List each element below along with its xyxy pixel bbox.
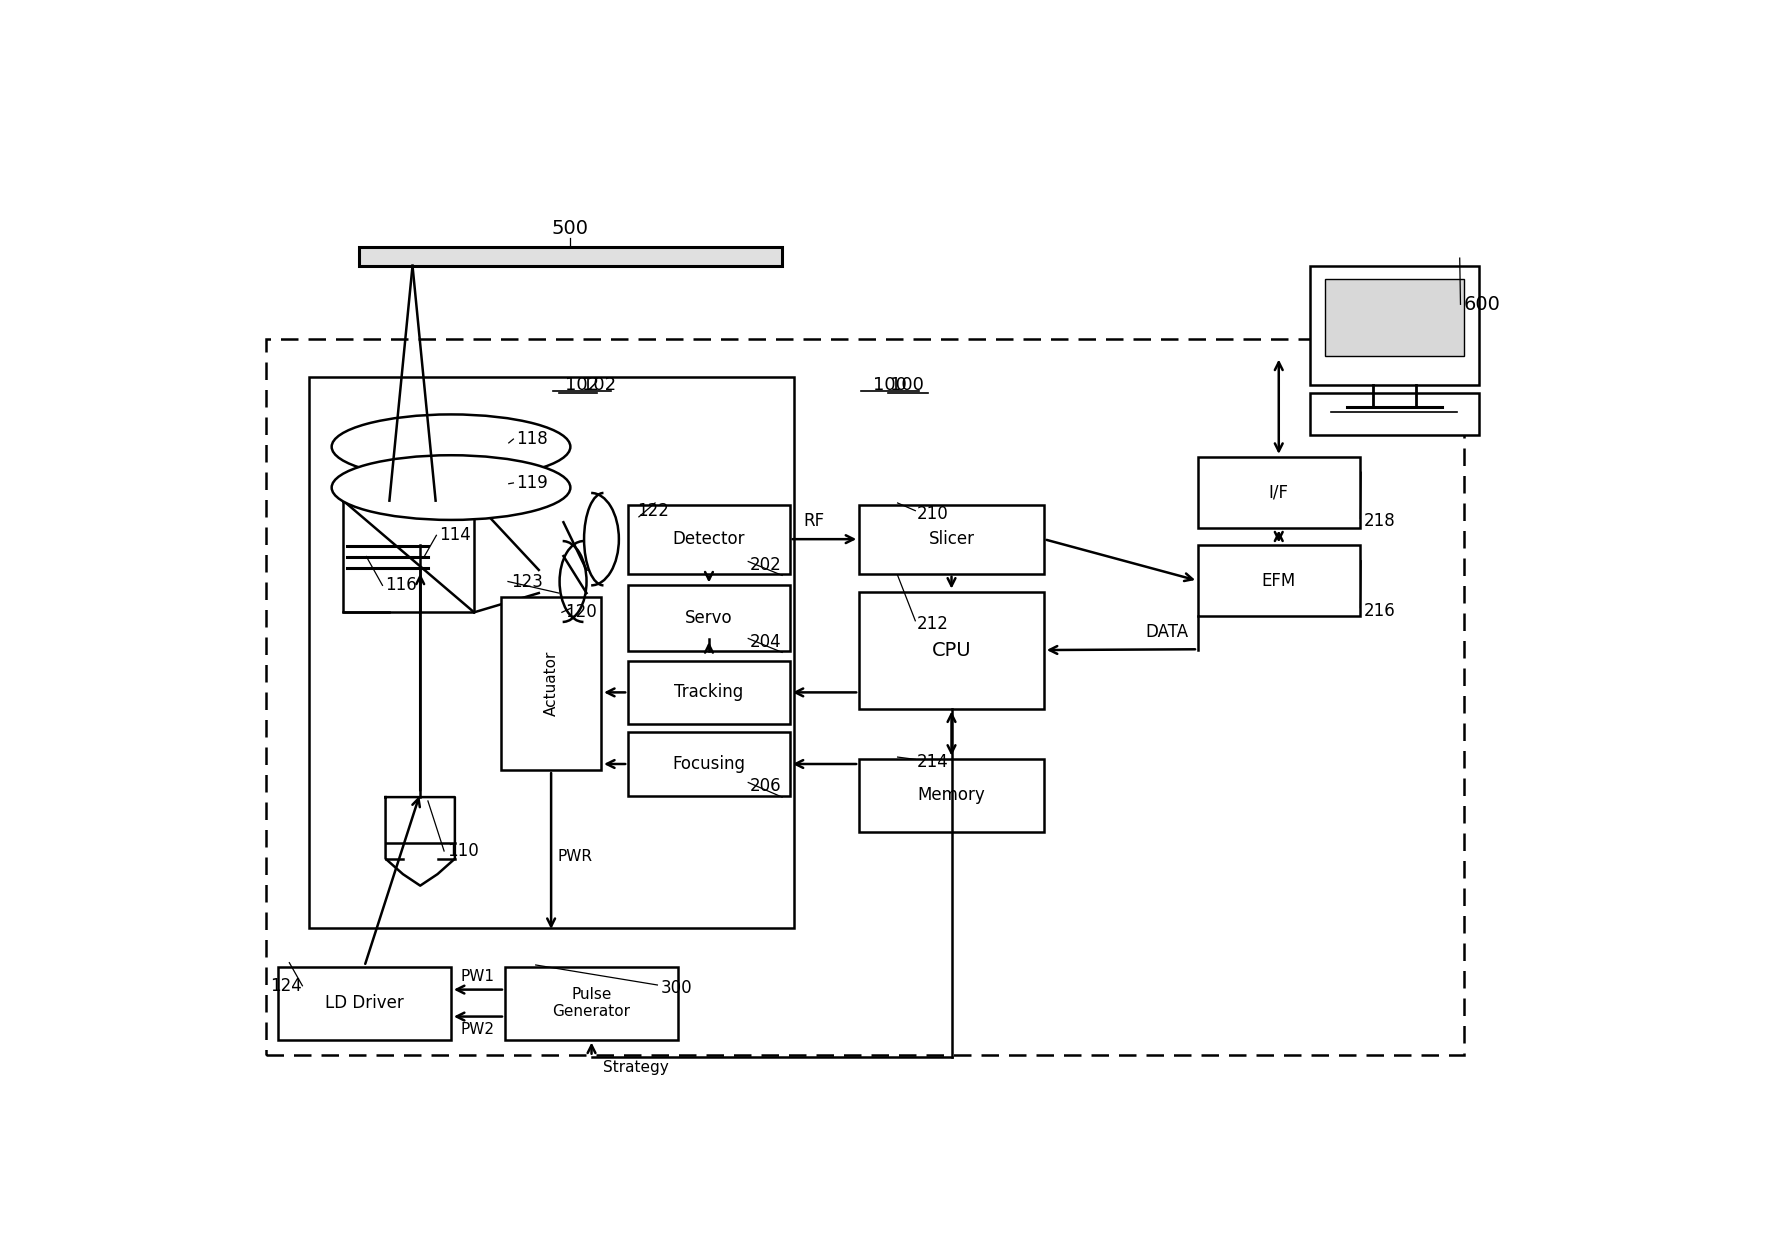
Text: 500: 500	[552, 219, 589, 238]
Text: Tracking: Tracking	[675, 684, 743, 701]
Bar	[309, 378, 793, 928]
Text: Slicer: Slicer	[929, 530, 975, 548]
Text: 100: 100	[873, 376, 907, 394]
Text: 114: 114	[439, 526, 472, 544]
Text: CPU: CPU	[932, 641, 972, 660]
Bar	[1325, 279, 1463, 356]
Text: 218: 218	[1363, 512, 1395, 530]
Bar	[1309, 266, 1479, 385]
Text: I/F: I/F	[1268, 483, 1289, 501]
Text: 120: 120	[564, 603, 597, 621]
Text: 119: 119	[516, 473, 548, 492]
Text: Memory: Memory	[918, 786, 986, 805]
Text: 118: 118	[516, 431, 548, 448]
Ellipse shape	[332, 414, 570, 480]
Text: 210: 210	[916, 505, 948, 522]
Ellipse shape	[332, 456, 570, 520]
Text: 216: 216	[1363, 602, 1395, 619]
Text: 206: 206	[750, 777, 782, 794]
Bar	[1198, 457, 1359, 528]
Bar	[266, 339, 1463, 1055]
Text: 202: 202	[750, 555, 782, 574]
Bar	[629, 505, 789, 574]
Text: DATA: DATA	[1145, 623, 1189, 641]
Text: PW2: PW2	[461, 1022, 495, 1037]
Bar	[629, 733, 789, 796]
Bar	[1309, 393, 1479, 436]
Text: Detector: Detector	[673, 530, 745, 548]
Text: 300: 300	[661, 980, 693, 997]
Bar	[359, 247, 782, 266]
Text: Focusing: Focusing	[673, 755, 745, 773]
Text: EFM: EFM	[1261, 572, 1297, 589]
Text: 214: 214	[916, 753, 948, 772]
Bar	[859, 759, 1043, 832]
Text: 204: 204	[750, 632, 782, 651]
Bar	[859, 592, 1043, 709]
Text: RF: RF	[804, 512, 825, 530]
Bar	[505, 967, 679, 1040]
Text: 100: 100	[889, 376, 923, 394]
Text: 600: 600	[1463, 295, 1500, 313]
Text: 124: 124	[270, 977, 302, 995]
Text: Actuator: Actuator	[543, 651, 559, 716]
Text: Servo: Servo	[686, 609, 732, 627]
Bar	[629, 661, 789, 724]
Bar	[859, 505, 1043, 574]
Text: 212: 212	[916, 614, 948, 633]
Text: 110: 110	[446, 842, 479, 860]
Text: 123: 123	[511, 573, 543, 590]
Text: PW1: PW1	[461, 969, 495, 985]
Bar	[279, 967, 452, 1040]
Bar	[502, 597, 602, 771]
Text: Pulse
Generator: Pulse Generator	[552, 987, 630, 1020]
Bar	[1198, 545, 1359, 616]
Text: Strategy: Strategy	[604, 1060, 668, 1075]
Text: PWR: PWR	[557, 850, 593, 864]
Text: 102: 102	[582, 376, 616, 394]
Text: LD Driver: LD Driver	[325, 995, 404, 1012]
Text: 122: 122	[638, 501, 670, 520]
Text: 116: 116	[386, 577, 418, 594]
Text: 102: 102	[564, 376, 598, 394]
Bar	[629, 585, 789, 651]
